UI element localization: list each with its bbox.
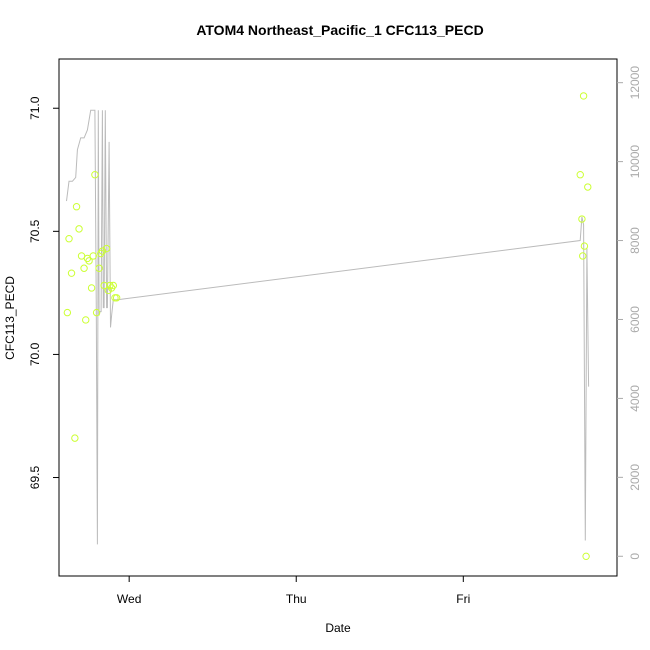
data-point	[71, 434, 79, 442]
data-point	[85, 257, 93, 265]
y2-tick-label: 2000	[628, 464, 642, 491]
y-axis-left: 69.5 70.0 70.5 71.0	[28, 96, 59, 489]
chart-title: ATOM4 Northeast_Pacific_1 CFC113_PECD	[196, 22, 483, 38]
series-line	[66, 109, 590, 545]
data-point	[112, 294, 121, 302]
x-axis: Wed Thu Fri	[117, 576, 470, 606]
data-point	[65, 235, 73, 243]
y2-tick-label: 4000	[628, 385, 642, 412]
data-point	[582, 552, 590, 561]
y2-tick-label: 6000	[628, 306, 642, 333]
data-point	[89, 252, 97, 260]
y2-tick-label: 10000	[628, 145, 642, 179]
data-point	[584, 183, 592, 191]
data-point	[98, 247, 107, 255]
y-tick-label: 71.0	[28, 96, 42, 120]
x-axis-label: Date	[325, 621, 351, 635]
y-axis-right: 0 2000 4000 6000 8000 10000 12000	[617, 66, 642, 560]
series-points	[63, 92, 592, 561]
data-point	[75, 225, 83, 233]
y-tick-label: 69.5	[28, 466, 42, 490]
x-tick-label: Wed	[117, 592, 141, 606]
data-point	[92, 308, 101, 317]
data-point	[80, 264, 88, 272]
data-point	[578, 215, 586, 223]
data-point	[576, 171, 584, 179]
x-tick-label: Thu	[286, 592, 307, 606]
data-point	[100, 281, 108, 290]
data-point	[67, 269, 76, 277]
y-tick-label: 70.0	[28, 342, 42, 366]
data-point	[95, 264, 103, 272]
data-point	[63, 308, 72, 317]
data-point	[109, 281, 117, 290]
data-point	[102, 244, 111, 253]
data-point	[87, 284, 96, 292]
data-point	[91, 171, 99, 179]
data-point	[72, 203, 81, 211]
x-tick-label: Fri	[456, 592, 470, 606]
y-tick-label: 70.5	[28, 219, 42, 243]
y2-tick-label: 0	[628, 553, 642, 560]
series-line-path	[66, 109, 590, 545]
y-axis-label: CFC113_PECD	[3, 276, 17, 360]
y2-tick-label: 8000	[628, 227, 642, 254]
y2-tick-label: 12000	[628, 66, 642, 100]
data-point	[579, 252, 587, 260]
data-point	[82, 316, 90, 324]
data-point	[580, 242, 589, 250]
plot-frame	[58, 58, 618, 577]
data-point	[579, 92, 588, 100]
